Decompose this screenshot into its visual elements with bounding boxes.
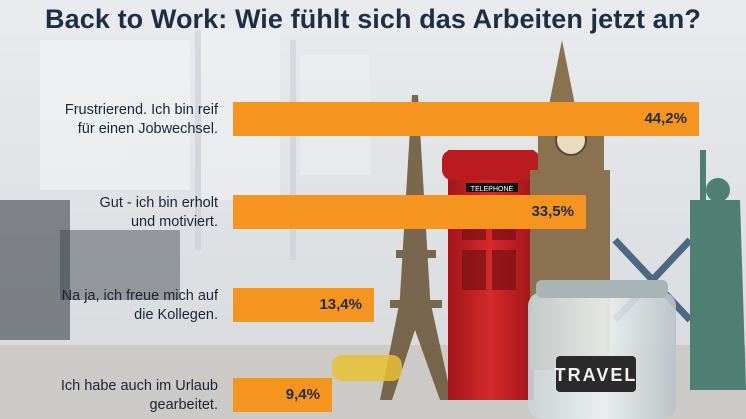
category-label: Frustrierend. Ich bin reif für einen Jobw… [0,101,218,139]
category-label-line: die Kollegen. [134,307,218,323]
bar-value-label: 33,5% [531,203,574,220]
svg-text:TRAVEL: TRAVEL [555,365,638,385]
bar: 33,5% [233,195,586,229]
chart-title: Back to Work: Wie fühlt sich das Arbeite… [45,4,701,34]
bar-value-label: 44,2% [644,110,687,127]
bar: 9,4% [233,378,332,412]
bar-value-label: 13,4% [319,296,362,313]
category-label-line: Ich habe auch im Urlaub [60,378,218,394]
bar-value-label: 9,4% [285,386,320,403]
category-label: Na ja, ich freue mich auf die Kollegen. [0,287,218,325]
category-label-line: Gut - ich bin erholt [99,195,218,211]
category-label-line: Na ja, ich freue mich auf [61,288,218,304]
category-label-line: für einen Jobwechsel. [77,121,218,137]
category-label-line: Frustrierend. Ich bin reif [64,102,218,118]
bar: 13,4% [233,288,374,322]
category-label: Ich habe auch im Urlaub gearbeitet. [0,377,218,415]
category-label-line: und motiviert. [130,214,218,230]
bar: 44,2% [233,102,699,136]
category-label: Gut - ich bin erholt und motiviert. [0,194,218,232]
category-label-line: gearbeitet. [149,397,218,413]
svg-text:TELEPHONE: TELEPHONE [471,186,514,193]
